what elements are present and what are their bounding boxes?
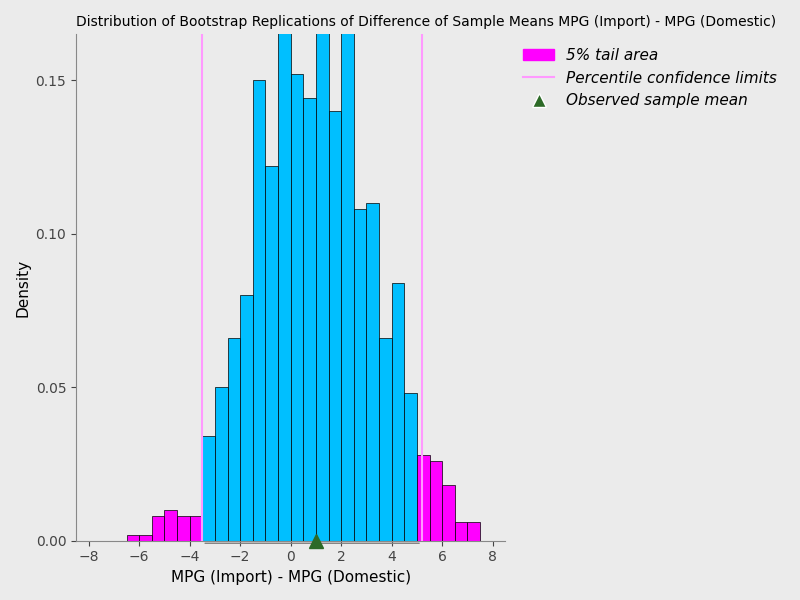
Bar [329, 110, 341, 541]
Bar [442, 485, 454, 541]
Bar [417, 455, 430, 541]
Bar [266, 166, 278, 541]
Bar [240, 295, 253, 541]
Bar [152, 516, 165, 541]
X-axis label: MPG (Import) - MPG (Domestic): MPG (Import) - MPG (Domestic) [170, 570, 410, 585]
Bar [278, 6, 290, 541]
Bar [303, 98, 316, 541]
Bar [506, 529, 518, 541]
Bar [227, 338, 240, 541]
Bar [126, 535, 139, 541]
Legend: 5% tail area, Percentile confidence limits, Observed sample mean: 5% tail area, Percentile confidence limi… [518, 42, 783, 115]
Bar [379, 338, 392, 541]
Bar [290, 74, 303, 541]
Y-axis label: Density: Density [15, 259, 30, 317]
Bar [139, 535, 152, 541]
Bar [165, 510, 177, 541]
Bar [202, 436, 215, 541]
Bar [354, 209, 366, 541]
Bar [430, 461, 442, 541]
Bar [454, 522, 467, 541]
Bar [253, 80, 266, 541]
Bar [177, 516, 190, 541]
Bar [316, 6, 329, 541]
Bar [341, 19, 354, 541]
Bar [392, 283, 404, 541]
Bar [190, 516, 202, 541]
Bar [467, 522, 480, 541]
Text: Distribution of Bootstrap Replications of Difference of Sample Means MPG (Import: Distribution of Bootstrap Replications o… [76, 15, 776, 29]
Bar [404, 393, 417, 541]
Bar [366, 203, 379, 541]
Bar [215, 387, 227, 541]
